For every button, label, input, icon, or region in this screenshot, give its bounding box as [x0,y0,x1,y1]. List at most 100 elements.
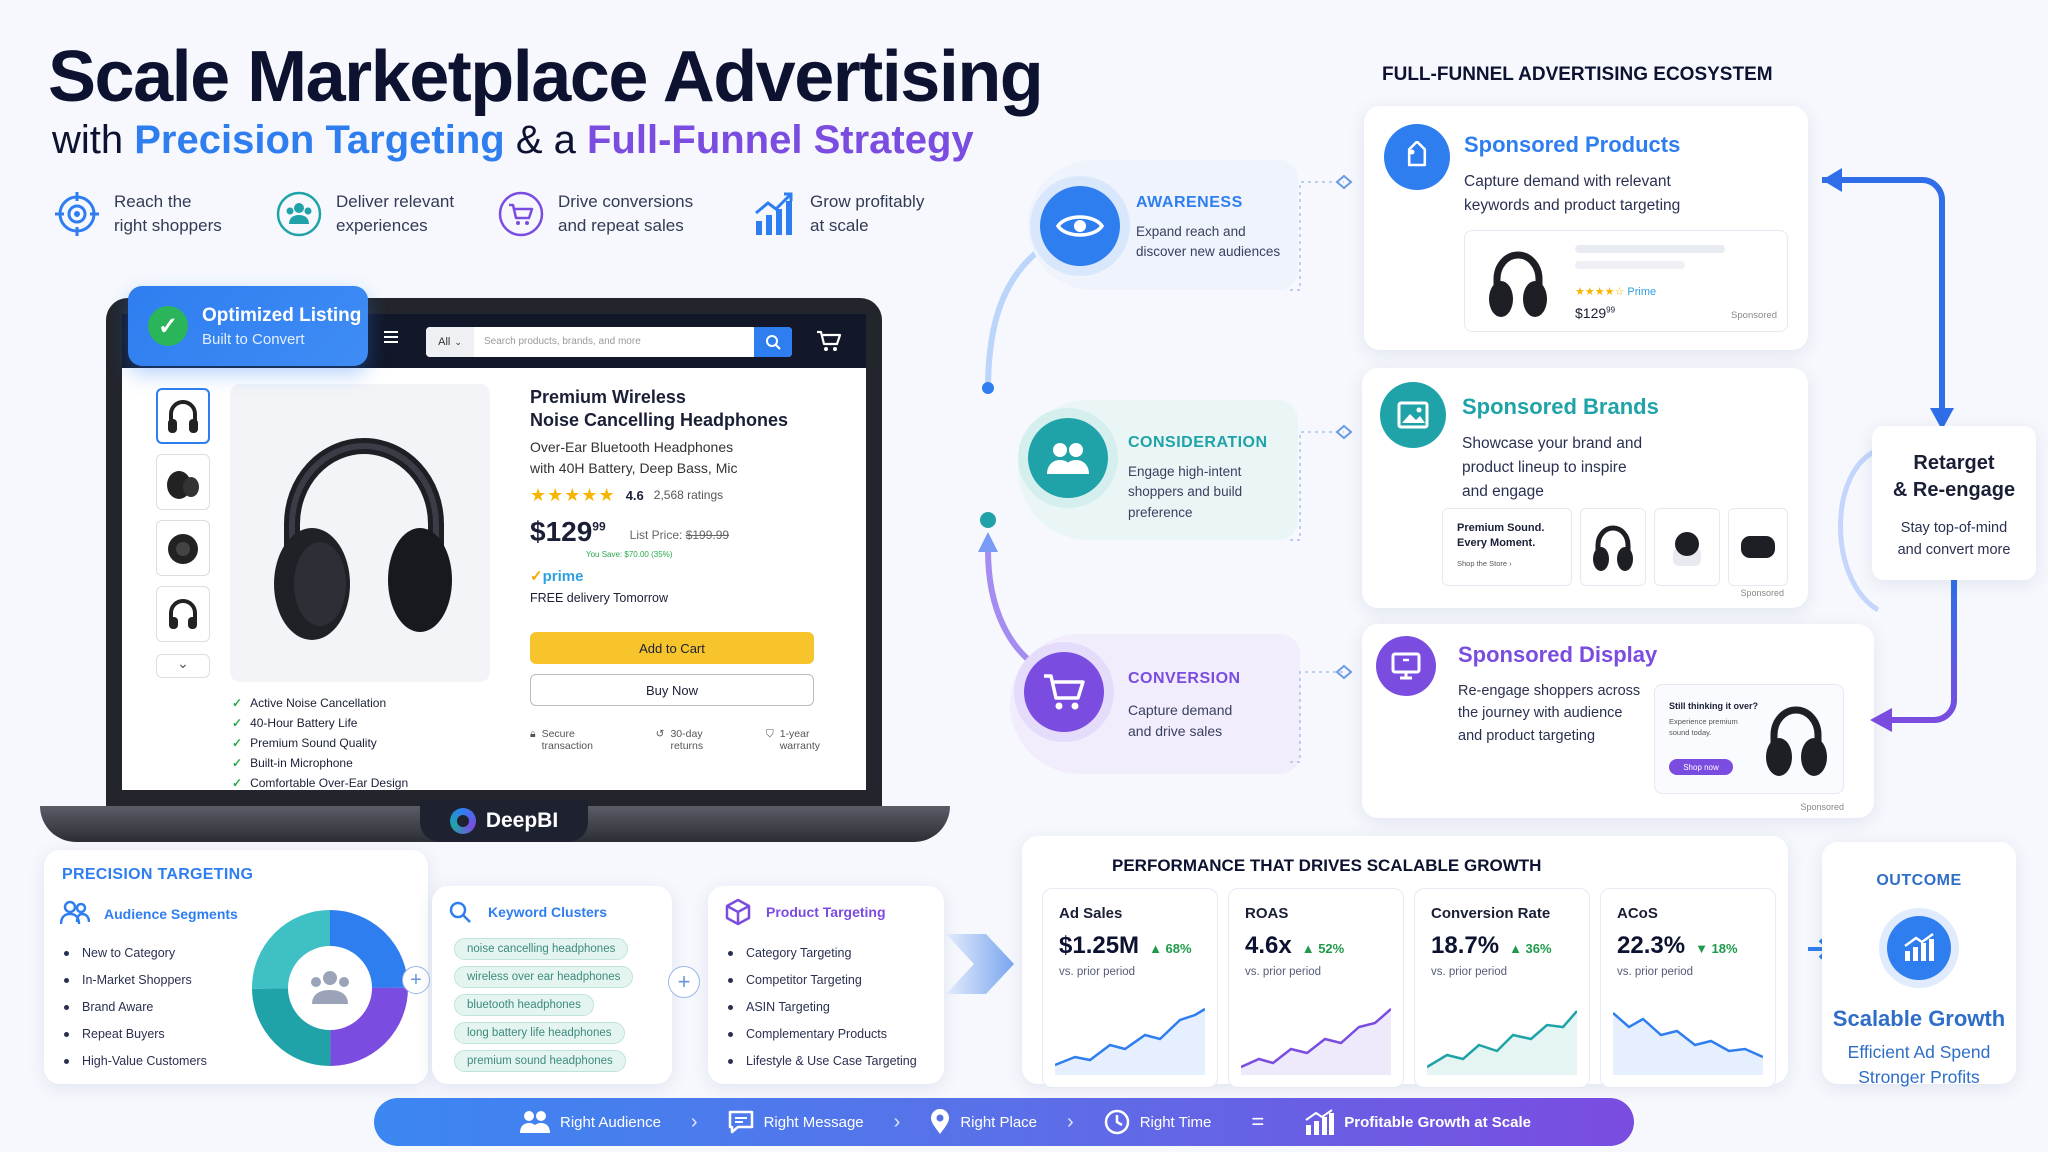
users-icon [276,191,322,237]
star-rating-icon: ★★★★★ [530,484,616,505]
feature-item: ✓ Built-in Microphone [232,756,353,770]
search-scope-select[interactable]: All ⌄ [426,327,474,357]
sparkline-down [1613,1012,1763,1075]
box-icon [725,898,751,926]
list-item: High-Value Customers [62,1054,207,1068]
audience-segments-card: PRECISION TARGETING Audience Segments Ne… [44,850,428,1084]
cart-icon [1024,652,1104,732]
retarget-card: Retarget & Re-engage Stay top-of-mind and … [1872,426,2036,580]
bar-right-audience: Right Audience [520,1110,661,1134]
shield-icon: ⛉ [765,728,774,740]
sparkline-up [1427,1010,1577,1075]
menu-icon[interactable] [384,331,398,343]
keyword-pill: bluetooth headphones [454,994,594,1016]
search-button[interactable] [754,327,792,357]
mock-price: $12999 [1575,305,1616,321]
price-row: $12999 List Price: $199.99 [530,515,730,547]
earbuds-case-image [1728,508,1788,586]
prime-check-icon: ✓ [530,567,543,585]
keyword-pill: premium sound headphones [454,1050,626,1072]
dotted-connectors [1290,174,1353,763]
store-search-bar[interactable]: All ⌄ Search products, brands, and more [426,327,792,357]
product-title: Premium Wireless Noise Cancelling Headpho… [530,387,789,431]
feature-item: ✓ 40-Hour Battery Life [232,716,358,730]
check-icon: ✓ [232,716,243,730]
list-item: Brand Aware [62,1000,207,1014]
check-icon: ✓ [232,736,243,750]
retarget-loop-arrows [1822,168,1957,732]
buy-now-button[interactable]: Buy Now [530,674,814,706]
check-icon: ✓ [148,306,188,346]
thumbnail[interactable] [156,520,210,576]
cart-icon[interactable] [816,329,842,353]
feature-item: ✓ Premium Sound Quality [232,736,377,750]
targeting-heading: PRECISION TARGETING [62,866,254,883]
sponsored-display-mock: Still thinking it over? Experience premi… [1654,684,1844,794]
bar-right-time: Right Time [1104,1109,1211,1135]
list-item: Lifestyle & Use Case Targeting [726,1054,917,1068]
thumbnails-more-button[interactable]: ⌄ [156,654,210,678]
growth-chart-icon [1879,908,1959,988]
stage-consideration-text: CONSIDERATION Engage high-intent shoppers … [1128,434,1268,520]
headphones-image [1580,508,1646,586]
chevron-down-icon: ⌄ [177,655,189,671]
sponsored-brands-card: Sponsored Brands Showcase your brand and… [1362,368,1808,608]
keyword-pill: noise cancelling headphones [454,938,629,960]
add-to-cart-button[interactable]: Add to Cart [530,632,814,664]
list-item: Complementary Products [726,1027,917,1041]
check-icon: ✓ [232,756,243,770]
growth-chart-icon [1305,1109,1335,1135]
thumbnail[interactable] [156,388,210,444]
list-item: In-Market Shoppers [62,973,207,987]
monitor-icon [1376,636,1436,696]
thumbnail[interactable] [156,586,210,642]
kpi-acos: ACoS 22.3% ▼ 18% vs. prior period [1600,888,1776,1088]
growth-chart-icon [755,192,793,235]
price: $12999 [530,515,606,547]
list-item: Category Targeting [726,946,917,960]
store-search-input[interactable]: Search products, brands, and more [484,336,641,347]
feature-item: ✓ Comfortable Over-Ear Design [232,776,409,790]
list-item: Repeat Buyers [62,1027,207,1041]
sponsored-label: Sponsored [1800,802,1844,812]
plus-icon: + [668,966,700,998]
product-targeting-card: Product Targeting Category Targeting Com… [708,886,944,1084]
list-item: ASIN Targeting [726,1000,917,1014]
benefit-deliver: Deliver relevant experiences [276,190,454,238]
stage-awareness-text: AWARENESS Expand reach and discover new au… [1136,194,1281,260]
lock-icon: 🔒︎ [530,728,536,740]
users-icon [1028,418,1108,498]
headphones-image [1489,251,1547,317]
benefit-grow: Grow profitably at scale [752,190,924,238]
headphones-image [274,438,452,640]
users-icon [520,1111,550,1133]
check-icon: ✓ [232,696,243,710]
product-description: Over-Ear Bluetooth Headphones with 40H Ba… [530,438,738,476]
product-rating: ★★★★★ 4.6 2,568 ratings [530,484,724,505]
deepbi-logo: DeepBI [420,800,588,842]
speaker-image [1654,508,1720,586]
kpi-roas: ROAS 4.6x ▲ 52% vs. prior period [1228,888,1404,1088]
sponsored-display-card: Sponsored Display Re-engage shoppers acr… [1362,624,1874,818]
clock-icon [1104,1109,1129,1135]
page-title: Scale Marketplace Advertising [48,37,1044,117]
ratings-count-link[interactable]: 2,568 ratings [653,488,724,503]
sponsored-label: Sponsored [1740,588,1784,598]
headphones-image [1766,706,1827,776]
image-icon [1380,382,1446,448]
thumbnail[interactable] [156,454,210,510]
keyword-pill: long battery life headphones [454,1022,625,1044]
message-icon [728,1110,753,1134]
plus-icon: + [402,966,430,994]
audience-donut-chart [252,910,408,1066]
bottom-bar: Right Audience › Right Message › Right P… [374,1098,1634,1146]
chevron-right-icon: › [1067,1110,1074,1133]
product-image [230,384,490,682]
star-rating-icon: ★★★★☆ Prime [1575,286,1657,298]
sponsored-products-mock: ★★★★☆ Prime $12999 Sponsored [1464,230,1788,332]
shop-now-button[interactable]: Shop now [1669,759,1733,775]
delivery-text: FREE delivery Tomorrow [530,590,669,605]
chevron-right-icon: › [893,1110,901,1133]
kpi-ad-sales: Ad Sales $1.25M ▲ 68% vs. prior period [1042,888,1218,1088]
sparkline-up [1241,1008,1391,1075]
